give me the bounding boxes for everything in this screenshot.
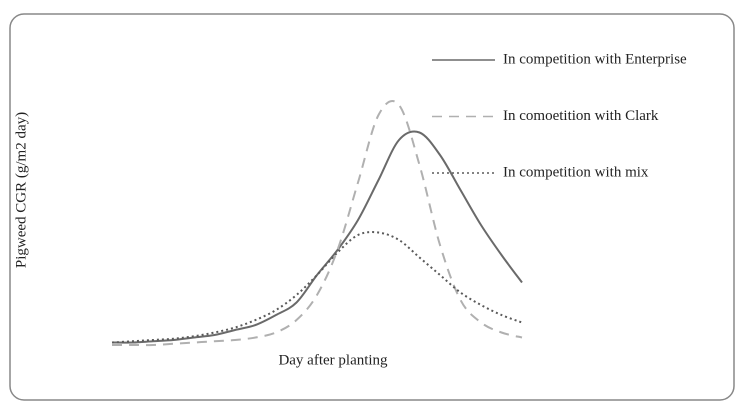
x-axis-label: Day after planting <box>278 352 388 368</box>
y-axis-label: Pigweed CGR (g/m2 day) <box>13 112 29 268</box>
legend-label: In competition with mix <box>503 164 649 180</box>
legend-label: In comoetition with Clark <box>503 108 659 124</box>
legend-label: In competition with Enterprise <box>503 51 687 67</box>
series-line <box>111 130 523 344</box>
series-line <box>111 100 523 347</box>
series-line <box>111 231 523 344</box>
frame <box>9 13 735 401</box>
